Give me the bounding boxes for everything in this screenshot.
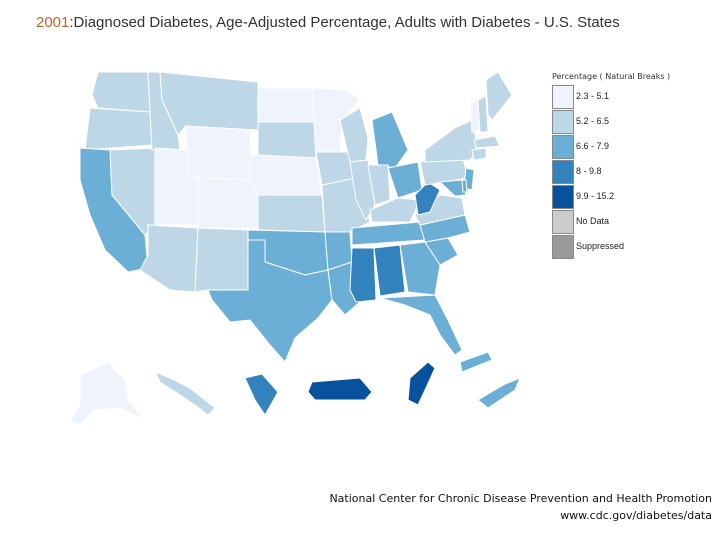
legend-swatch <box>552 135 574 159</box>
state-MI[interactable] <box>371 111 409 169</box>
territory-PR[interactable] <box>307 377 373 401</box>
state-NE[interactable] <box>249 154 323 196</box>
legend-swatch <box>552 235 574 259</box>
footer-website[interactable]: www.cdc.gov/diabetes/data <box>560 509 712 522</box>
territory-GU[interactable] <box>244 373 279 416</box>
title-year: 2001 <box>36 14 70 31</box>
legend-swatch <box>552 85 574 109</box>
map-legend: Percentage ( Natural Breaks ) 2.3 - 5.1 5… <box>552 72 702 260</box>
legend-item: 5.2 - 6.5 <box>552 110 702 134</box>
state-CT[interactable] <box>471 147 487 161</box>
state-MA[interactable] <box>473 135 501 149</box>
title-text: :Diagnosed Diabetes, Age-Adjusted Percen… <box>69 14 620 31</box>
state-MN[interactable] <box>311 87 361 153</box>
legend-label: 9.9 - 15.2 <box>576 191 615 201</box>
state-MT[interactable] <box>159 71 259 136</box>
state-TX[interactable] <box>207 239 333 363</box>
state-WA[interactable] <box>91 71 151 113</box>
legend-label: 6.6 - 7.9 <box>576 141 610 151</box>
state-KS[interactable] <box>257 194 326 233</box>
state-WY[interactable] <box>185 125 253 181</box>
map-title: 2001:Diagnosed Diabetes, Age-Adjusted Pe… <box>36 14 620 31</box>
state-ME[interactable] <box>485 71 513 121</box>
legend-label: 8 - 9.8 <box>576 166 602 176</box>
state-AZ[interactable] <box>139 224 199 293</box>
state-AK[interactable] <box>69 361 146 426</box>
legend-title: Percentage ( Natural Breaks ) <box>552 72 671 81</box>
legend-item: No Data <box>552 210 702 234</box>
legend-swatch <box>552 210 574 234</box>
legend-item: 8 - 9.8 <box>552 160 702 184</box>
state-OR[interactable] <box>84 107 153 151</box>
legend-swatch <box>552 185 574 209</box>
state-NM[interactable] <box>194 227 251 293</box>
legend-label: 2.3 - 5.1 <box>576 91 610 101</box>
state-WI[interactable] <box>339 107 369 163</box>
legend-label: Suppressed <box>576 241 625 251</box>
state-NH[interactable] <box>477 95 489 133</box>
state-FL[interactable] <box>379 294 463 356</box>
territory-AS[interactable] <box>459 351 493 373</box>
footer-organization: National Center for Chronic Disease Prev… <box>329 492 712 505</box>
state-DE[interactable] <box>461 179 468 193</box>
legend-item: 9.9 - 15.2 <box>552 185 702 209</box>
state-MD[interactable] <box>438 179 467 197</box>
state-SD[interactable] <box>257 121 317 159</box>
legend-item: 2.3 - 5.1 <box>552 85 702 109</box>
legend-item: 6.6 - 7.9 <box>552 135 702 159</box>
state-AL[interactable] <box>373 244 406 297</box>
state-IN[interactable] <box>367 164 391 206</box>
territory-VI[interactable] <box>407 361 436 406</box>
legend-label: No Data <box>576 216 610 226</box>
state-MS[interactable] <box>349 247 377 303</box>
legend-swatch <box>552 160 574 184</box>
state-GA[interactable] <box>399 241 441 296</box>
map-footer: National Center for Chronic Disease Prev… <box>329 490 712 524</box>
legend-label: 5.2 - 6.5 <box>576 116 610 126</box>
state-NY[interactable] <box>424 119 479 163</box>
state-HI[interactable] <box>153 371 216 416</box>
state-CO[interactable] <box>197 177 259 229</box>
state-ND[interactable] <box>257 87 315 123</box>
state-KY[interactable] <box>369 197 421 223</box>
legend-item: Suppressed <box>552 235 702 259</box>
territory-MP[interactable] <box>477 377 521 409</box>
legend-swatch <box>552 110 574 134</box>
